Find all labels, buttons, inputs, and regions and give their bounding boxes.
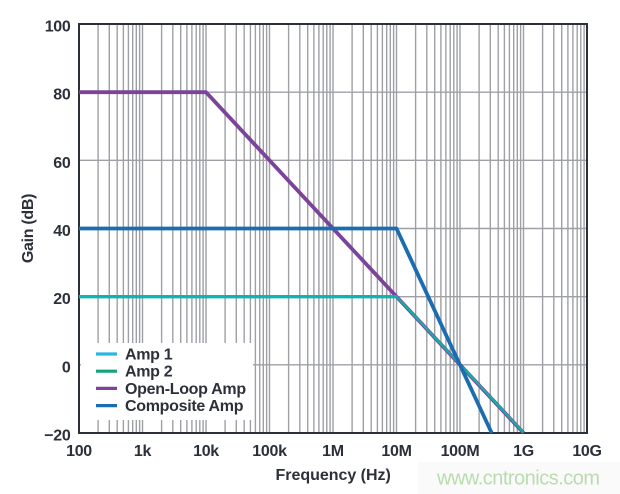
svg-text:www.cntronics.com: www.cntronics.com — [436, 468, 600, 490]
svg-text:10k: 10k — [193, 443, 219, 460]
svg-text:100: 100 — [45, 19, 71, 36]
svg-text:Amp 2: Amp 2 — [125, 364, 173, 381]
svg-text:Composite Amp: Composite Amp — [125, 398, 244, 415]
svg-text:1M: 1M — [322, 443, 344, 460]
svg-text:60: 60 — [53, 155, 71, 172]
svg-text:100k: 100k — [252, 443, 287, 460]
svg-text:10M: 10M — [381, 443, 411, 460]
svg-text:100: 100 — [66, 443, 92, 460]
svg-text:Frequency (Hz): Frequency (Hz) — [276, 467, 391, 484]
svg-text:Amp 1: Amp 1 — [125, 347, 173, 364]
svg-text:0: 0 — [62, 359, 71, 376]
svg-text:40: 40 — [53, 223, 71, 240]
svg-text:1G: 1G — [513, 443, 534, 460]
svg-text:Open-Loop Amp: Open-Loop Amp — [125, 381, 246, 398]
svg-text:100M: 100M — [441, 443, 480, 460]
svg-text:20: 20 — [53, 291, 71, 308]
svg-text:80: 80 — [53, 87, 71, 104]
svg-text:Gain (dB): Gain (dB) — [20, 194, 37, 263]
svg-text:10G: 10G — [572, 443, 601, 460]
svg-text:−20: −20 — [44, 428, 71, 445]
svg-text:1k: 1k — [134, 443, 152, 460]
